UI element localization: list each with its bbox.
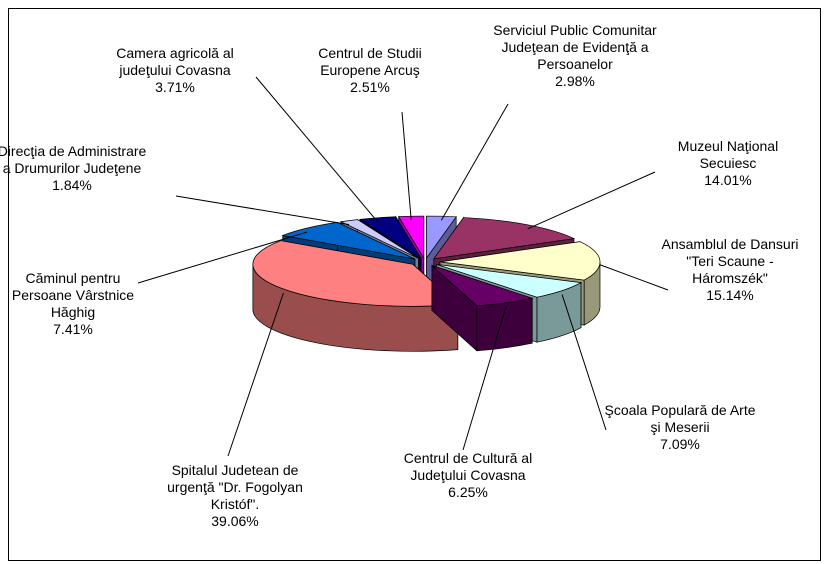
- slice-label: Direcţia de Administrare a Drumurilor Ju…: [0, 143, 147, 194]
- value-label: 39.06%: [211, 513, 259, 529]
- value-label: 3.71%: [155, 79, 195, 95]
- value-label: 2.51%: [350, 79, 390, 95]
- slice-top: [358, 216, 422, 259]
- slice-top: [439, 241, 601, 281]
- slice-label: Şcoala Populară de Arte şi Meserii 7.09%: [600, 402, 760, 453]
- slice-label: Centrul de Cultură al Judeţului Covasna 6…: [403, 450, 533, 501]
- leader-line: [462, 306, 507, 451]
- category-name: Ansamblul de Dansuri "Teri Scaune - Háro…: [661, 236, 799, 286]
- slice-label: Camera agricolă al judeţului Covasna 3.71…: [95, 45, 255, 96]
- slice-label: Ansamblul de Dansuri "Teri Scaune - Háro…: [660, 236, 800, 304]
- leader-line: [561, 294, 607, 431]
- leader-line: [599, 264, 669, 291]
- leader-line: [227, 292, 284, 457]
- slice-label: Centrul de Studii Europene Arcuş 2.51%: [300, 45, 440, 96]
- slice-label: Muzeul Naţional Secuiesc 14.01%: [668, 138, 788, 189]
- value-label: 1.84%: [52, 177, 92, 193]
- value-label: 15.14%: [706, 287, 754, 303]
- leader-line: [527, 171, 656, 230]
- category-name: Centrul de Studii Europene Arcuş: [318, 45, 422, 78]
- leader-line: [175, 195, 350, 226]
- leader-line: [440, 103, 509, 221]
- slice-top: [436, 264, 583, 298]
- chart-border: [8, 8, 821, 561]
- slice-top: [252, 240, 459, 307]
- category-name: Serviciul Public Comunitar Judeţean de E…: [493, 22, 657, 72]
- pie-slice: [431, 264, 534, 352]
- slice-top: [339, 219, 419, 259]
- category-name: Centrul de Cultură al Judeţului Covasna: [403, 450, 533, 483]
- value-label: 7.41%: [53, 321, 93, 337]
- category-name: Muzeul Naţional Secuiesc: [677, 138, 779, 171]
- slice-top: [433, 217, 576, 260]
- category-name: Şcoala Populară de Arte şi Meserii: [604, 402, 756, 435]
- slice-top: [431, 265, 534, 307]
- leader-line: [401, 111, 412, 221]
- leader-line: [137, 231, 308, 284]
- slice-top: [426, 215, 457, 260]
- leader-line: [255, 76, 378, 223]
- slice-label: Serviciul Public Comunitar Judeţean de E…: [485, 22, 665, 90]
- category-name: Camera agricolă al judeţului Covasna: [116, 45, 234, 78]
- value-label: 14.01%: [704, 172, 752, 188]
- category-name: Direcţia de Administrare a Drumurilor Ju…: [0, 143, 147, 176]
- value-label: 7.09%: [660, 436, 700, 452]
- category-name: Spitalul Judetean de urgenţă "Dr. Fogoly…: [167, 462, 303, 512]
- slice-label: Căminul pentru Persoane Vârstnice Hăghig…: [3, 270, 143, 338]
- slice-label: Spitalul Judetean de urgenţă "Dr. Fogoly…: [150, 462, 320, 530]
- value-label: 2.98%: [555, 73, 595, 89]
- category-name: Căminul pentru Persoane Vârstnice Hăghig: [11, 270, 135, 320]
- value-label: 6.25%: [448, 484, 488, 500]
- slice-wall: [476, 297, 533, 352]
